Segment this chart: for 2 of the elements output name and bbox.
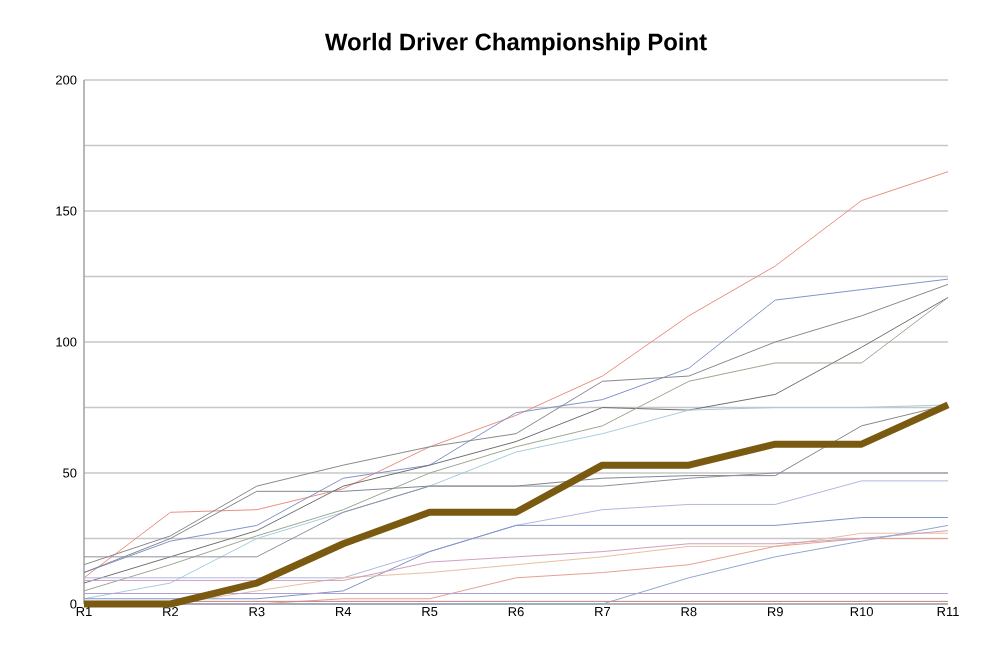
chart-title: World Driver Championship Point [324,32,707,56]
line-series [83,171,949,579]
